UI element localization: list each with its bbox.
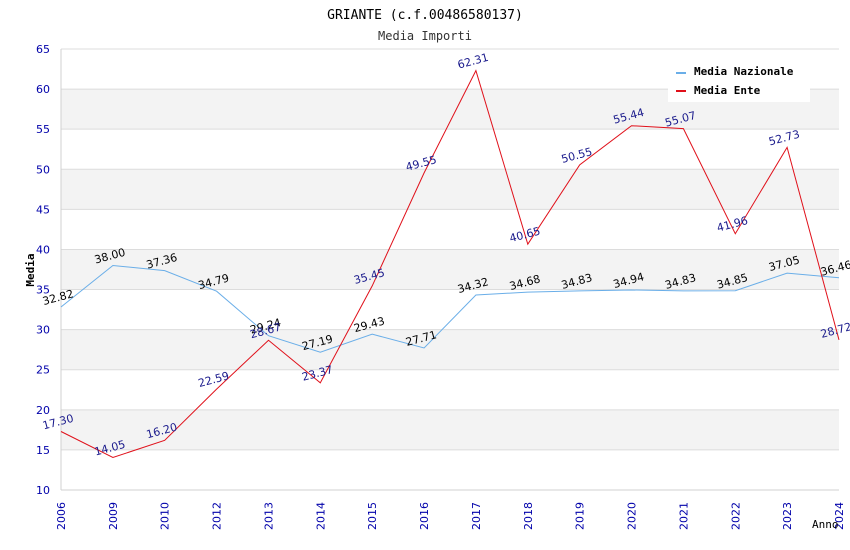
chart-title: GRIANTE (c.f.00486580137): [327, 8, 523, 23]
x-tick-label: 2020: [626, 502, 639, 530]
plot-band: [61, 209, 839, 250]
x-tick-label: 2017: [470, 502, 483, 530]
y-tick-label: 15: [36, 444, 50, 457]
series-line-media-ente: [60, 69, 840, 459]
y-axis: 10 15 20 25 30 35 40 45 50 55 60 65: [36, 43, 50, 497]
y-tick-label: 45: [36, 203, 50, 216]
plot-band: [61, 449, 839, 490]
plot-band: [61, 369, 839, 410]
plot-band: [61, 169, 839, 210]
legend-label-media-nazionale: Media Nazionale: [694, 65, 794, 78]
x-tick-label: 2014: [314, 502, 327, 530]
x-tick-label: 2021: [677, 502, 690, 530]
x-tick-label: 2022: [729, 502, 742, 530]
x-tick-label: 2013: [262, 502, 275, 530]
series-lines: [60, 69, 840, 459]
x-axis: 2006 2009 2010 2012 2013 2014 2015 2016 2017 2018…: [55, 502, 846, 530]
plot-band: [61, 129, 839, 170]
y-tick-label: 60: [36, 83, 50, 96]
legend: Media Nazionale Media Ente: [668, 60, 810, 102]
plot-band: [61, 289, 839, 330]
y-tick-label: 65: [36, 43, 50, 56]
x-tick-label: 2018: [522, 502, 535, 530]
x-tick-label: 2006: [55, 502, 68, 530]
y-tick-label: 20: [36, 404, 50, 417]
y-tick-label: 35: [36, 284, 50, 297]
x-tick-label: 2012: [211, 502, 224, 530]
x-tick-label: 2009: [107, 502, 120, 530]
legend-box: [668, 60, 810, 102]
y-tick-label: 40: [36, 243, 50, 256]
x-tick-label: 2010: [159, 502, 172, 530]
x-tick-label: 2016: [418, 502, 431, 530]
y-tick-label: 55: [36, 123, 50, 136]
plot-band: [61, 249, 839, 290]
x-tick-label: 2015: [366, 502, 379, 530]
x-axis-title: Anno: [812, 518, 839, 531]
plot-band: [61, 409, 839, 450]
y-tick-label: 25: [36, 364, 50, 377]
plot-band: [61, 329, 839, 370]
plot-background: [60, 48, 839, 491]
chart-subtitle: Media Importi: [378, 29, 472, 43]
series-line-media-nazionale: [60, 264, 840, 353]
legend-label-media-ente: Media Ente: [694, 84, 761, 97]
x-tick-label: 2023: [781, 502, 794, 530]
y-axis-title: Media: [24, 253, 37, 286]
y-tick-label: 10: [36, 484, 50, 497]
y-tick-label: 50: [36, 163, 50, 176]
y-tick-label: 30: [36, 324, 50, 337]
x-tick-label: 2019: [574, 502, 587, 530]
x-tick-label: 2024: [833, 502, 846, 530]
